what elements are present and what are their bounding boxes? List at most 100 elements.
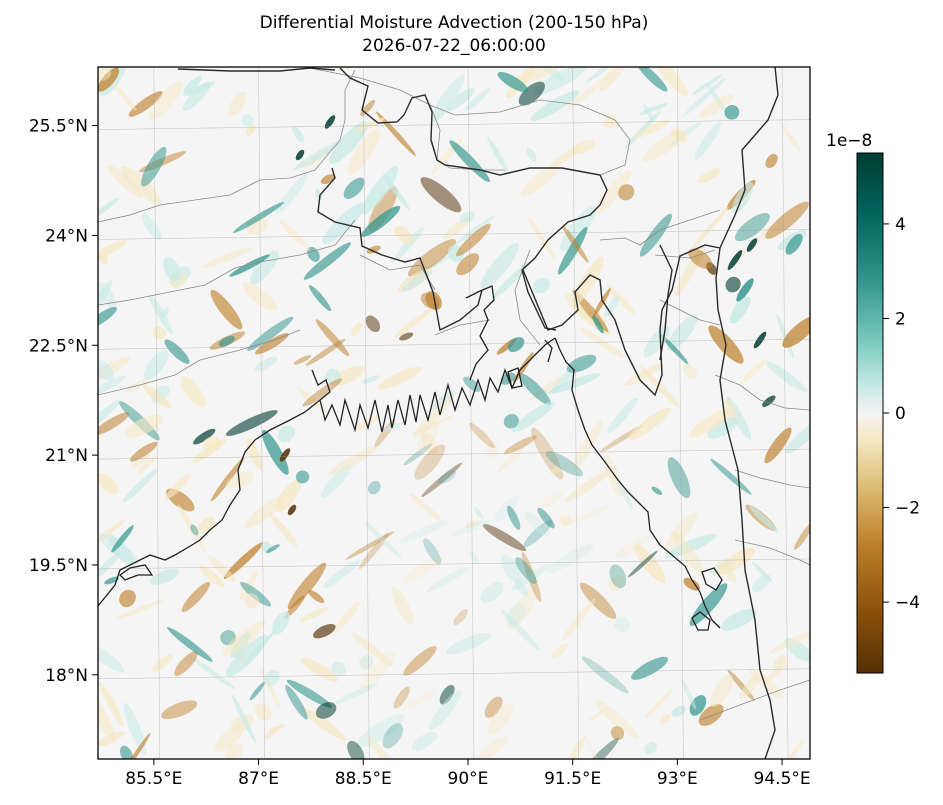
- gridline-lat: [98, 119, 810, 130]
- field-feature: [784, 638, 810, 662]
- field-feature: [295, 470, 310, 484]
- field-feature: [507, 337, 525, 353]
- field-feature: [523, 520, 553, 548]
- field-feature: [167, 627, 213, 662]
- field-feature: [98, 306, 117, 329]
- field-feature: [132, 454, 151, 469]
- field-feature: [483, 443, 499, 459]
- field-feature: [210, 289, 243, 330]
- field-feature: [313, 624, 336, 639]
- field-feature: [241, 114, 254, 127]
- field-feature: [98, 552, 121, 579]
- field-feature: [614, 534, 651, 559]
- field-feature: [500, 554, 522, 583]
- field-feature: [549, 464, 569, 474]
- field-feature: [530, 90, 580, 122]
- field-feature: [181, 581, 211, 613]
- field-feature: [285, 685, 308, 720]
- field-feature: [98, 643, 125, 673]
- field-feature: [299, 606, 330, 622]
- field-feature: [354, 415, 380, 432]
- field-feature: [660, 334, 689, 365]
- x-axis: 85.5°E 87°E 88.5°E 90°E 91.5°E 93°E 94.5°E: [125, 759, 811, 789]
- field-feature: [296, 386, 326, 413]
- field-feature: [560, 504, 613, 528]
- field-feature: [785, 233, 803, 255]
- field-feature: [644, 688, 674, 719]
- field-feature: [562, 225, 589, 263]
- advection-field: [98, 67, 810, 759]
- field-feature: [429, 689, 463, 731]
- field-feature: [707, 416, 739, 439]
- field-feature: [547, 373, 601, 394]
- field-feature: [454, 215, 495, 245]
- y-tick-label: 21°N: [45, 446, 88, 466]
- field-feature: [141, 146, 167, 187]
- field-feature: [551, 643, 569, 659]
- field-feature: [603, 115, 618, 129]
- field-feature: [367, 480, 381, 495]
- field-feature: [487, 136, 509, 173]
- field-feature: [315, 702, 337, 719]
- field-feature: [473, 507, 484, 520]
- x-tick-label: 91.5°E: [544, 769, 601, 789]
- field-feature: [98, 412, 130, 436]
- field-feature: [794, 521, 810, 550]
- field-feature: [247, 316, 294, 351]
- field-feature: [208, 556, 236, 582]
- field-feature: [545, 451, 583, 477]
- field-feature: [698, 94, 734, 119]
- field-feature: [659, 714, 671, 725]
- field-feature: [769, 630, 810, 654]
- field-feature: [689, 583, 728, 626]
- field-feature: [232, 694, 257, 744]
- field-feature: [521, 67, 564, 83]
- field-feature: [254, 703, 272, 721]
- field-feature: [725, 276, 741, 293]
- field-feature: [161, 700, 198, 719]
- field-feature: [465, 520, 481, 529]
- field-feature: [671, 705, 687, 717]
- colorbar-tick-label: 4: [895, 215, 906, 235]
- field-feature: [227, 91, 247, 117]
- field-feature: [456, 223, 491, 257]
- field-feature: [362, 375, 381, 384]
- x-tick-label: 87°E: [238, 769, 279, 789]
- field-feature: [192, 438, 227, 463]
- field-feature: [736, 278, 754, 302]
- field-feature: [243, 593, 260, 609]
- field-feature: [269, 513, 298, 547]
- field-feature: [183, 76, 202, 94]
- field-feature: [480, 581, 504, 603]
- field-feature: [420, 432, 438, 454]
- field-feature: [606, 285, 635, 314]
- field-feature: [724, 104, 740, 120]
- state-borders: [98, 67, 810, 721]
- field-feature: [300, 706, 347, 741]
- field-feature: [776, 313, 795, 359]
- field-feature: [588, 705, 611, 722]
- field-feature: [449, 140, 490, 183]
- field-feature: [446, 632, 491, 655]
- field-feature: [451, 519, 491, 537]
- field-feature: [666, 314, 698, 351]
- field-feature: [639, 366, 681, 408]
- field-feature: [403, 646, 437, 676]
- y-tick-label: 25.5°N: [29, 117, 88, 137]
- field-feature: [623, 363, 664, 386]
- field-feature: [286, 679, 333, 708]
- field-feature: [343, 177, 365, 199]
- field-feature: [739, 358, 769, 384]
- field-feature: [264, 670, 280, 687]
- field-feature: [308, 284, 332, 312]
- field-feature: [515, 557, 537, 584]
- field-feature: [526, 147, 537, 162]
- field-feature: [364, 521, 402, 559]
- field-feature: [595, 169, 632, 214]
- field-feature: [549, 144, 583, 168]
- field-feature: [125, 414, 163, 438]
- field-feature: [537, 507, 555, 529]
- field-feature: [417, 422, 439, 453]
- field-feature: [557, 226, 588, 275]
